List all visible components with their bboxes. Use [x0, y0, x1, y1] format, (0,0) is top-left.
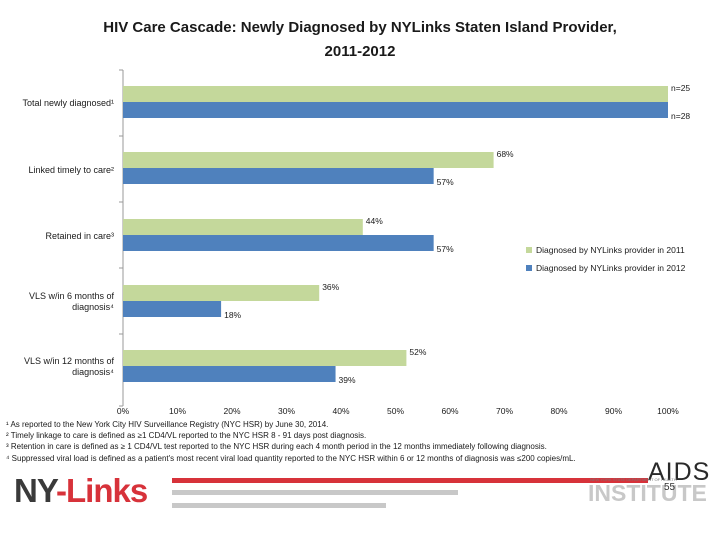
x-tick-label: 80% [550, 406, 567, 416]
x-tick-label: 70% [496, 406, 513, 416]
data-label-2012: n=28 [671, 111, 690, 121]
category-label: VLS w/in 6 months of diagnosis⁴ [0, 291, 114, 313]
bar-2011 [123, 285, 320, 301]
footnotes: ¹ As reported to the New York City HIV S… [6, 419, 706, 464]
category-label-line: diagnosis⁴ [72, 367, 114, 377]
bar-2011 [123, 219, 363, 235]
legend-item-2012: Diagnosed by NYLinks provider in 2012 [526, 259, 685, 277]
category-label-line: Linked timely to care² [28, 164, 114, 175]
category-label-line: Total newly diagnosed¹ [22, 97, 114, 108]
category-label-line: diagnosis⁴ [72, 302, 114, 312]
legend-swatch-2011 [526, 247, 532, 253]
x-tick-label: 60% [441, 406, 458, 416]
decorative-line-gray-1 [172, 490, 458, 495]
x-tick-label: 30% [278, 406, 295, 416]
nylinks-logo-ny: NY [14, 472, 57, 509]
data-label-2011: 44% [366, 216, 383, 226]
bar-2011 [123, 86, 668, 102]
category-label: Total newly diagnosed¹ [0, 98, 114, 109]
x-tick-label: 50% [387, 406, 404, 416]
category-label: VLS w/in 12 months of diagnosis⁴ [0, 356, 114, 378]
aids-institute-logo-aids: AIDS [648, 458, 711, 486]
x-tick-label: 20% [223, 406, 240, 416]
footnote-4: ⁴ Suppressed viral load is defined as a … [6, 453, 576, 463]
chart-title-line2: 2011-2012 [324, 43, 396, 60]
bar-2012 [123, 301, 222, 317]
bar-2012 [123, 366, 336, 382]
x-tick-label: 0% [117, 406, 130, 416]
x-tick-label: 10% [169, 406, 186, 416]
legend-label-2011: Diagnosed by NYLinks provider in 2011 [536, 245, 685, 255]
footnote-3: ³ Retention in care is defined as ≥ 1 CD… [6, 442, 547, 452]
data-label-2011: 68% [497, 149, 514, 159]
footnote-1: ¹ As reported to the New York City HIV S… [6, 420, 329, 429]
bar-2011 [123, 350, 407, 366]
category-label: Retained in care³ [0, 231, 114, 242]
decorative-line-red [172, 478, 648, 483]
bar-chart: 0% 10% 20% 30% 40% 50% 60% 70% 80% 90% 100% n=25 n=2… [117, 69, 690, 416]
bar-2012 [123, 235, 434, 251]
data-label-2012: 57% [437, 177, 454, 187]
data-label-2011: n=25 [671, 83, 690, 93]
page-number: 55 [664, 482, 676, 493]
footnote-2: ² Timely linkage to care is defined as ≥… [6, 431, 367, 441]
aids-institute-logo-institute: INSTITUTE [588, 480, 707, 506]
legend: Diagnosed by NYLinks provider in 2011 Di… [526, 241, 685, 277]
category-label: Linked timely to care² [0, 165, 114, 176]
data-label-2012: 39% [339, 375, 356, 385]
nylinks-logo: NY-Links [14, 472, 148, 510]
legend-swatch-2012 [526, 265, 532, 271]
category-label-line: VLS w/in 6 months of [28, 291, 114, 301]
data-label-2012: 18% [224, 310, 241, 320]
aids-institute-tagline: NEW YORK STATE DEPARTMENT OF HEALTH [590, 477, 677, 482]
data-label-2011: 36% [322, 282, 339, 292]
data-label-2012: 57% [437, 244, 454, 254]
x-tick-label: 40% [332, 406, 349, 416]
category-label-line: VLS w/in 12 months of [23, 356, 114, 366]
legend-item-2011: Diagnosed by NYLinks provider in 2011 [526, 241, 685, 259]
x-tick-label: 90% [605, 406, 622, 416]
nylinks-logo-links: -Links [56, 472, 148, 509]
bar-2011 [123, 152, 494, 168]
data-label-2011: 52% [409, 347, 426, 357]
legend-label-2012: Diagnosed by NYLinks provider in 2012 [536, 263, 686, 273]
category-label-line: Retained in care³ [45, 230, 114, 241]
chart-title-line1: HIV Care Cascade: Newly Diagnosed by NYL… [103, 19, 617, 36]
chart-title: HIV Care Cascade: Newly Diagnosed by NYL… [60, 16, 660, 64]
decorative-line-gray-2 [172, 503, 386, 508]
bar-2012 [123, 168, 434, 184]
x-tick-label: 100% [657, 406, 679, 416]
bar-2012 [123, 102, 668, 118]
